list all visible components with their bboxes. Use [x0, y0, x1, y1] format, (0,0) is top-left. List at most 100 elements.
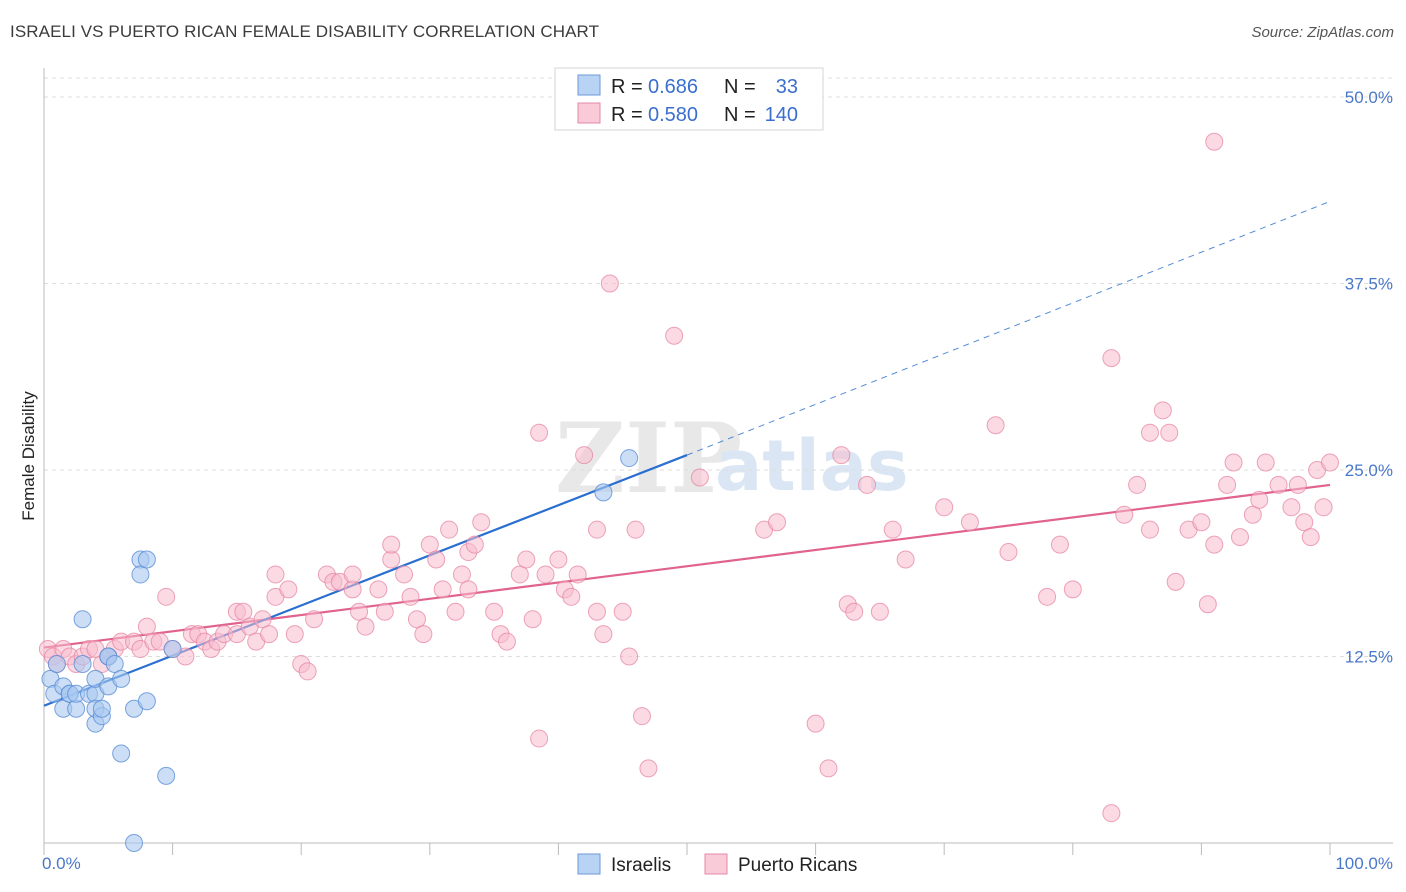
- legend-r-value: 0.580: [648, 104, 698, 126]
- puerto-rican-point: [1038, 587, 1057, 606]
- puerto-rican-point: [1166, 572, 1185, 591]
- puerto-rican-point: [305, 610, 324, 629]
- puerto-rican-point: [1256, 453, 1275, 472]
- puerto-rican-point: [594, 625, 613, 644]
- puerto-rican-point: [1321, 453, 1339, 472]
- puerto-rican-point: [1250, 490, 1269, 509]
- puerto-rican-point: [1102, 804, 1121, 823]
- israeli-point: [137, 550, 156, 569]
- bottom-legend-swatch-puerto-ricans: [704, 853, 728, 875]
- puerto-rican-point: [1230, 528, 1249, 547]
- puerto-rican-point: [858, 475, 877, 494]
- puerto-rican-point: [1102, 349, 1121, 368]
- legend-swatch-israelis: [577, 74, 601, 96]
- puerto-rican-point: [870, 602, 889, 621]
- puerto-rican-point: [523, 610, 542, 629]
- israeli-point: [92, 699, 111, 718]
- puerto-rican-point: [639, 759, 658, 778]
- puerto-rican-point: [960, 513, 979, 532]
- puerto-rican-point: [356, 617, 375, 636]
- israeli-point: [163, 640, 182, 659]
- legend-box: R = 0.686 N = 33 R = 0.580 N = 140: [554, 67, 824, 131]
- israeli-trend-line: [43, 454, 688, 707]
- y-tick-label: 12.5%: [1345, 648, 1393, 667]
- israeli-point: [131, 565, 150, 584]
- puerto-rican-point: [1115, 505, 1134, 524]
- puerto-rican-point: [935, 498, 954, 517]
- puerto-rican-point: [1314, 498, 1333, 517]
- israeli-point: [47, 654, 66, 673]
- legend-r-value: 0.686: [648, 76, 698, 98]
- puerto-rican-point: [1301, 528, 1320, 547]
- israeli-point: [137, 692, 156, 711]
- puerto-rican-point: [1205, 132, 1224, 151]
- puerto-rican-point: [459, 580, 478, 599]
- puerto-rican-point: [401, 587, 420, 606]
- puerto-rican-point: [427, 550, 446, 569]
- legend-n-label: N =: [724, 104, 756, 126]
- puerto-rican-point: [1243, 505, 1262, 524]
- puerto-rican-point: [1295, 513, 1314, 532]
- legend-r-label: R =: [611, 76, 643, 98]
- puerto-rican-point: [845, 602, 864, 621]
- puerto-rican-point: [587, 602, 606, 621]
- puerto-rican-point: [575, 446, 594, 465]
- puerto-rican-point: [1153, 401, 1172, 420]
- puerto-rican-point: [1192, 513, 1211, 532]
- legend-r-label: R =: [611, 104, 643, 126]
- legend-n-value: 140: [765, 104, 798, 126]
- puerto-rican-point: [626, 520, 645, 539]
- puerto-rican-point: [530, 423, 549, 442]
- axes: [43, 68, 1393, 855]
- puerto-rican-point: [620, 647, 639, 666]
- watermark-atlas: atlas: [715, 425, 909, 507]
- x-tick-label-max: 100.0%: [1335, 854, 1393, 873]
- puerto-rican-point: [632, 707, 651, 726]
- y-tick-label: 37.5%: [1345, 275, 1393, 294]
- israeli-point: [125, 834, 144, 852]
- puerto-rican-point: [587, 520, 606, 539]
- puerto-rican-point: [1218, 475, 1237, 494]
- puerto-rican-point: [1205, 535, 1224, 554]
- puerto-rican-point: [536, 565, 555, 584]
- puerto-rican-point: [382, 535, 401, 554]
- puerto-rican-point: [485, 602, 504, 621]
- puerto-rican-point: [465, 535, 484, 554]
- y-axis-title: Female Disability: [19, 391, 38, 521]
- legend-n-label: N =: [724, 76, 756, 98]
- puerto-rican-point: [1063, 580, 1082, 599]
- puerto-rican-point: [433, 580, 452, 599]
- chart-title: ISRAELI VS PUERTO RICAN FEMALE DISABILIT…: [10, 22, 600, 41]
- puerto-rican-point: [1140, 520, 1159, 539]
- puerto-rican-point: [234, 602, 253, 621]
- puerto-rican-point: [266, 565, 285, 584]
- grid-lines: 12.5% 25.0% 37.5% 50.0%: [44, 77, 1393, 667]
- puerto-rican-point: [1128, 475, 1147, 494]
- puerto-rican-point: [497, 632, 516, 651]
- x-tick-label-min: 0.0%: [42, 854, 81, 873]
- puerto-rican-point: [452, 565, 471, 584]
- puerto-rican-point: [510, 565, 529, 584]
- israeli-point: [73, 610, 92, 629]
- puerto-rican-point: [395, 565, 414, 584]
- puerto-rican-point: [806, 714, 825, 733]
- puerto-rican-point: [549, 550, 568, 569]
- puerto-rican-point: [285, 625, 304, 644]
- puerto-rican-point: [1269, 475, 1288, 494]
- bottom-legend: Israelis Puerto Ricans: [577, 853, 857, 876]
- puerto-rican-point: [350, 602, 369, 621]
- puerto-rican-point: [613, 602, 632, 621]
- puerto-rican-point: [517, 550, 536, 569]
- puerto-rican-point: [1282, 498, 1301, 517]
- legend-n-value: 33: [776, 76, 798, 98]
- legend-swatch-puerto-ricans: [577, 102, 601, 124]
- puerto-rican-point: [375, 602, 394, 621]
- israeli-point: [112, 669, 131, 688]
- puerto-rican-point: [530, 729, 549, 748]
- puerto-rican-point: [137, 617, 156, 636]
- israeli-point: [73, 654, 92, 673]
- puerto-rican-point: [253, 610, 272, 629]
- puerto-rican-point: [343, 565, 362, 584]
- y-tick-label: 50.0%: [1345, 88, 1393, 107]
